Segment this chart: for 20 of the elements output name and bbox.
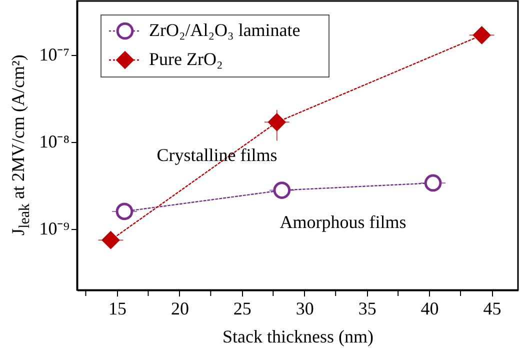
annotation: Amorphous films — [280, 212, 406, 232]
x-tick-label: 30 — [296, 298, 314, 318]
point — [102, 231, 120, 249]
x-tick-label: 20 — [170, 298, 189, 318]
legend-label: Pure ZrO₂ — [149, 49, 223, 69]
x-tick-label: 45 — [483, 298, 502, 318]
y-tick-label: 10⁻⁸ — [39, 132, 70, 152]
y-tick-label: 10⁻⁷ — [39, 44, 70, 65]
legend-label: ZrO₂/Al₂O₃ laminate — [149, 20, 300, 40]
x-tick-label: 25 — [233, 298, 252, 318]
x-tick-label: 40 — [420, 298, 439, 318]
point — [424, 174, 442, 192]
y-tick-label: 10⁻⁹ — [39, 218, 70, 239]
x-tick-label: 15 — [108, 298, 126, 318]
point — [116, 202, 134, 220]
x-axis-title: Stack thickness (nm) — [222, 326, 374, 346]
x-tick-label: 35 — [358, 298, 376, 318]
point — [273, 182, 291, 199]
point — [268, 113, 286, 131]
point — [473, 26, 490, 44]
